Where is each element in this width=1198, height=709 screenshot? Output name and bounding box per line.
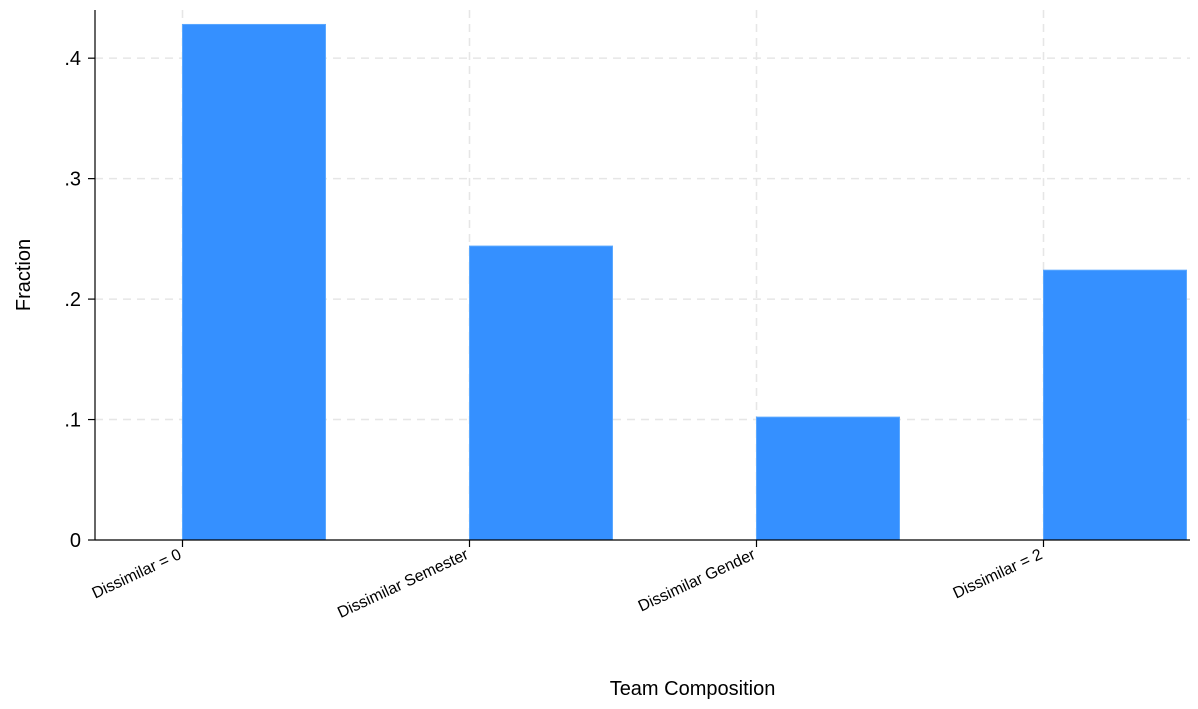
bar bbox=[182, 23, 326, 541]
y-tick-label: .3 bbox=[64, 169, 81, 191]
x-tick-label: Dissimilar Semester bbox=[335, 546, 472, 622]
bar bbox=[1043, 269, 1187, 541]
x-ticks: Dissimilar = 0 Dissimilar Semester Dissimi… bbox=[90, 540, 1046, 622]
y-axis-title: Fraction bbox=[13, 239, 35, 311]
x-tick-label: Dissimilar Gender bbox=[636, 546, 759, 615]
x-axis-title: Team Composition bbox=[610, 678, 776, 700]
x-tick-label: Dissimilar = 0 bbox=[90, 546, 185, 602]
y-tick-label: .2 bbox=[64, 289, 81, 311]
axes bbox=[94, 10, 1190, 541]
y-ticks: 0 .1 .2 .3 .4 bbox=[64, 48, 95, 552]
y-tick-label: .4 bbox=[64, 48, 81, 70]
x-tick-label: Dissimilar = 2 bbox=[951, 546, 1046, 602]
bars bbox=[182, 23, 1187, 541]
bar bbox=[756, 416, 900, 541]
bar bbox=[469, 245, 613, 541]
y-tick-label: .1 bbox=[64, 410, 81, 432]
y-tick-label: 0 bbox=[70, 530, 81, 552]
